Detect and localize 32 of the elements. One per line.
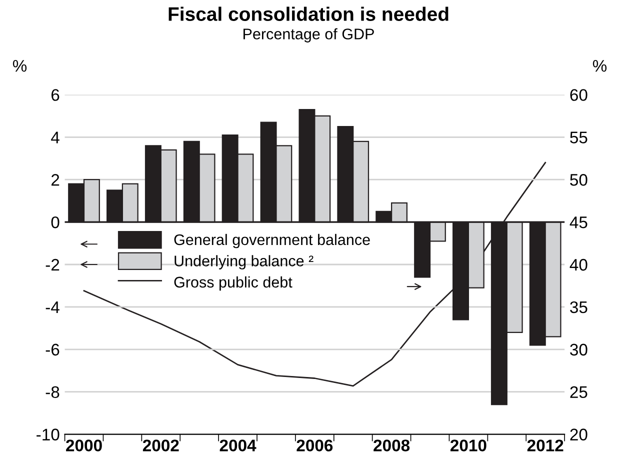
y-tick-label: -2 [46, 258, 60, 271]
y2-tick-label: 20 [570, 428, 588, 440]
y-tick-label: 6 [52, 89, 60, 101]
y-axis-title: % [12, 60, 27, 72]
y2-axis-title: % [592, 60, 607, 72]
x-tick-label: 2000 [66, 440, 102, 452]
y-tick-label: 4 [51, 132, 60, 144]
chart-subtitle: Percentage of GDP [244, 28, 374, 42]
y2-tick-label: 35 [570, 301, 588, 314]
y2-tick-label: 45 [570, 216, 588, 228]
y-tick-label: -4 [46, 302, 60, 313]
y-tick-label: -6 [46, 344, 60, 356]
chart-title: Fiscal consolidation is needed [168, 6, 448, 21]
legend-label: General government balance [174, 234, 370, 248]
y2-tick-label: 40 [570, 258, 588, 271]
y-tick-label: 2 [51, 174, 60, 186]
y2-tick-label: 25 [570, 386, 588, 398]
y-tick-label: 0 [51, 216, 60, 228]
x-tick-label: 2008 [374, 440, 410, 452]
y2-tick-label: 55 [570, 132, 588, 144]
y2-tick-label: 30 [570, 344, 588, 356]
legend-label: Underlying balance ² [174, 255, 314, 270]
y2-tick-label: 60 [570, 89, 588, 101]
x-tick-label: 2006 [296, 440, 333, 452]
y-tick-label: -8 [46, 386, 60, 398]
x-tick-label: 2010 [450, 440, 486, 452]
y-tick-label: -10 [36, 428, 60, 440]
y2-tick-label: 50 [570, 174, 588, 186]
legend-label: Gross public debt [174, 276, 292, 291]
x-tick-label: 2002 [142, 440, 179, 452]
x-tick-label: 2004 [220, 440, 256, 452]
x-tick-label: 2012 [527, 440, 564, 452]
